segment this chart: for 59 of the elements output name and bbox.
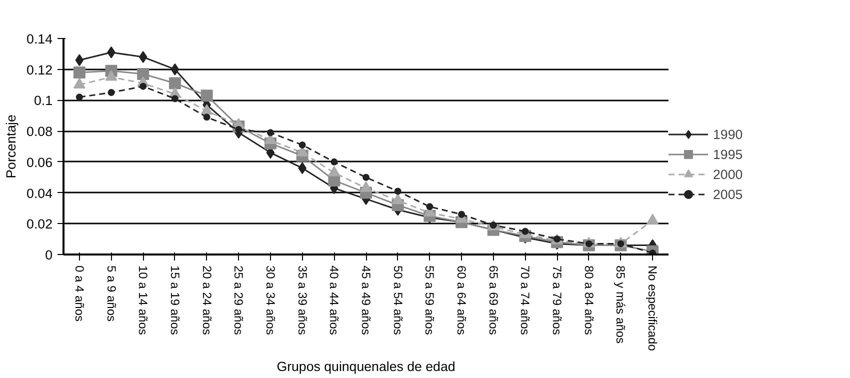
x-tick-label: 65 a 69 años [486,266,500,335]
y-tick-label: 0.02 [26,216,53,232]
legend-label: 1995 [713,146,743,162]
point [105,70,118,81]
x-tick-label: 70 a 74 años [518,266,532,335]
point [360,181,372,192]
point [171,95,178,102]
x-axis-title: Grupos quinquenales de edad [276,358,456,374]
x-tick-label: No especificado [646,266,660,352]
y-tick-label: 0.04 [26,186,54,201]
x-tick-label: 30 a 34 años [263,266,278,335]
y-tick-label: 0.14 [26,32,54,46]
point [426,203,434,210]
x-tick-label: 0 a 4 años [72,266,86,322]
point [362,174,370,181]
point [73,66,86,78]
point [168,77,181,90]
y-tick-label: 0 [45,248,53,262]
point [328,166,340,176]
legend-label: 2005 [713,186,743,202]
point [76,94,83,101]
y-tick-label: 0.1 [34,93,53,108]
point [203,114,210,121]
point [140,82,147,90]
legend-label: 2000 [713,166,743,182]
y-axis-title: Porcentaje [4,114,19,178]
legend-label: 1990 [713,126,743,142]
point [137,68,150,80]
point [330,158,338,166]
x-tick-label: 40 a 44 años [327,266,342,335]
y-tick-label: 0.12 [26,62,53,78]
point [200,104,213,115]
x-tick-label: 85 y más años [614,266,628,344]
point [392,194,404,204]
point [266,129,274,136]
x-tick-label: 10 a 14 años [136,266,150,335]
y-tick-label: 0.06 [26,154,53,170]
point [458,210,466,218]
point [138,51,148,64]
point [200,90,213,102]
x-tick-label: 55 a 59 años [422,266,437,335]
x-tick-label: 75 a 79 años [550,266,564,335]
x-tick-label: 35 a 39 años [295,266,310,335]
x-tick-label: 45 a 49 años [359,266,373,335]
point [108,89,115,96]
point [170,63,180,76]
point [298,141,306,148]
y-tick-label: 0.08 [26,124,53,140]
x-tick-label: 60 a 64 años [454,266,469,335]
x-tick-label: 50 a 54 años [390,266,405,335]
x-tick-label: 25 a 29 años [232,266,246,335]
x-tick-label: 5 a 9 años [104,266,118,322]
point [73,78,86,88]
point [394,188,402,195]
x-tick-label: 80 a 84 años [582,266,596,335]
x-tick-label: 15 a 19 años [168,266,182,335]
x-tick-label: 20 a 24 años [200,266,214,335]
point [646,214,659,224]
point [75,54,84,66]
